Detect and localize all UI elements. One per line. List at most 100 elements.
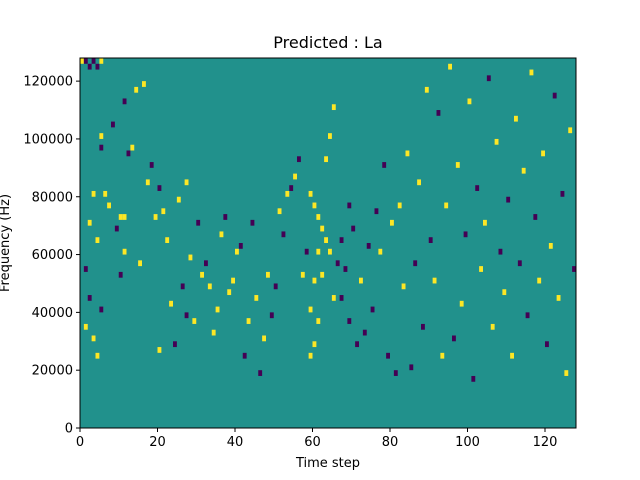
heatmap-cell (122, 98, 127, 105)
heatmap-cell (359, 277, 363, 284)
heatmap-cell (347, 202, 352, 209)
heatmap-cell (266, 271, 270, 278)
heatmap-cell (386, 352, 390, 359)
plot-area (79, 57, 577, 429)
heatmap-cell (165, 237, 170, 243)
heatmap-cell (374, 208, 379, 215)
heatmap-cell (95, 63, 100, 70)
y-tick-label: 20000 (32, 364, 73, 379)
heatmap-cell (541, 150, 545, 157)
heatmap-cell (390, 219, 394, 226)
x-tick-label: 100 (455, 435, 480, 450)
y-tick-label: 120000 (23, 75, 73, 90)
plot-frame (79, 57, 577, 429)
heatmap-cell (320, 271, 325, 278)
heatmap-cell (545, 341, 549, 348)
x-tick-label: 40 (227, 435, 244, 450)
y-tick-label: 60000 (32, 248, 73, 263)
heatmap-cell (161, 208, 166, 215)
heatmap-cell (444, 202, 449, 209)
heatmap-cell (335, 260, 340, 267)
heatmap-cell (231, 277, 235, 284)
heatmap-cell (440, 352, 445, 359)
heatmap-cell (180, 283, 185, 290)
heatmap-cell (471, 375, 476, 382)
heatmap-cell (250, 219, 255, 226)
heatmap-cell (111, 121, 115, 128)
heatmap-cells (80, 58, 576, 382)
heatmap-cell (99, 133, 104, 139)
heatmap-cell (432, 277, 437, 284)
heatmap-cell (142, 81, 146, 87)
heatmap-cell (413, 260, 418, 267)
heatmap-cell (246, 318, 251, 324)
heatmap-cell (312, 202, 317, 209)
heatmap-cell (382, 162, 387, 168)
heatmap-cell (196, 219, 201, 226)
heatmap-cell (328, 133, 332, 139)
x-tick-label: 120 (533, 435, 558, 450)
heatmap-cell (506, 196, 511, 203)
heatmap-cell (293, 173, 297, 180)
heatmap-cell (157, 347, 162, 353)
heatmap-cell (83, 58, 88, 64)
heatmap-cell (200, 271, 204, 278)
heatmap-cell (169, 300, 173, 307)
x-tick-label: 20 (149, 435, 166, 450)
heatmap-cell (254, 295, 259, 301)
heatmap-cell (343, 266, 348, 272)
heatmap-cell (91, 335, 96, 342)
heatmap-cell (134, 86, 139, 93)
heatmap-cell (479, 266, 483, 272)
heatmap-cell (87, 63, 92, 70)
heatmap-cell (510, 352, 514, 359)
heatmap-cell (525, 312, 530, 319)
heatmap-cell (467, 98, 472, 105)
heatmap-cell (262, 335, 266, 342)
heatmap-cell (401, 283, 406, 290)
heatmap-cell (459, 300, 464, 307)
heatmap-cell (475, 185, 480, 191)
heatmap-cell (355, 341, 359, 348)
heatmap-cell (103, 190, 108, 197)
heatmap-cell (328, 248, 332, 255)
heatmap-cell (548, 243, 553, 249)
heatmap-cell (118, 214, 123, 220)
heatmap-cell (138, 260, 142, 267)
y-tick-label: 100000 (23, 132, 73, 147)
heatmap-cell (370, 306, 375, 313)
heatmap-cell (281, 231, 286, 238)
heatmap-cell (238, 243, 243, 249)
heatmap-cell (87, 219, 92, 226)
heatmap-cell (273, 283, 278, 290)
heatmap-cell (405, 150, 410, 157)
heatmap-cell (83, 323, 88, 330)
heatmap-cell (91, 190, 96, 197)
heatmap-cell (107, 202, 111, 209)
heatmap-cell (184, 312, 189, 319)
heatmap-cell (95, 352, 100, 359)
x-tick-label: 60 (304, 435, 321, 450)
heatmap-cell (331, 295, 336, 301)
y-axis-label: Frequency (Hz) (0, 194, 13, 292)
heatmap-cell (490, 323, 495, 330)
heatmap-cell (211, 329, 216, 336)
heatmap-cell (564, 370, 569, 376)
heatmap-cell (95, 237, 100, 243)
heatmap-cell (114, 225, 119, 232)
heatmap-cell (308, 190, 313, 197)
heatmap-cell (223, 214, 228, 220)
heatmap-cell (533, 214, 538, 220)
heatmap-cell (80, 58, 84, 64)
heatmap-cell (122, 248, 127, 255)
heatmap-cell (568, 127, 573, 134)
y-tick-label: 40000 (32, 306, 73, 321)
heatmap-cell (258, 370, 263, 376)
heatmap-cell (347, 318, 352, 324)
heatmap-cell (572, 266, 576, 272)
heatmap-cell (242, 352, 247, 359)
heatmap-cell (99, 144, 104, 151)
heatmap-cell (502, 289, 507, 296)
heatmap-cell (463, 231, 468, 238)
heatmap-cell (277, 208, 282, 215)
